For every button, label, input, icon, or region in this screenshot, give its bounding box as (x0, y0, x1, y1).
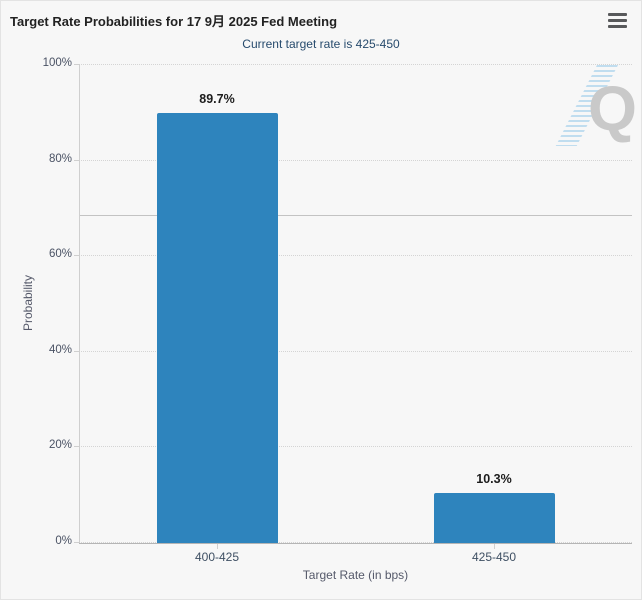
x-axis-tick-label: 400-425 (194, 550, 240, 564)
x-axis-line (79, 543, 632, 544)
y-gridline (79, 160, 632, 161)
y-axis-tick (74, 351, 79, 352)
y-axis-tick-label: 80% (48, 153, 72, 165)
y-axis-tick-label: 60% (48, 248, 72, 260)
x-axis-tick-label: 425-450 (471, 550, 517, 564)
quikstrike-logo-q: Q (588, 74, 638, 144)
y-axis-tick (74, 446, 79, 447)
y-axis-tick (74, 160, 79, 161)
chart-context-menu-button[interactable] (604, 10, 632, 34)
probability-bar[interactable] (434, 493, 555, 543)
bar-data-label: 89.7% (199, 92, 235, 106)
y-axis-tick (74, 255, 79, 256)
y-axis-line (79, 64, 80, 543)
chart-title: Target Rate Probabilities for 17 9月 2025… (10, 14, 338, 29)
y-gridline (79, 351, 632, 352)
bar-data-label: 10.3% (476, 472, 512, 486)
probability-bar[interactable] (157, 113, 278, 543)
plot-line (79, 215, 632, 216)
y-axis-tick-label: 40% (48, 344, 72, 356)
y-gridline (79, 64, 632, 65)
y-axis-tick (74, 542, 79, 543)
y-gridline (79, 255, 632, 256)
x-axis-tick (217, 544, 218, 549)
y-axis-title: Probability (21, 274, 35, 332)
y-gridline (79, 446, 632, 447)
y-axis-tick-label: 0% (55, 535, 72, 547)
hamburger-menu-icon (608, 13, 628, 28)
x-axis-tick (494, 544, 495, 549)
chart-subtitle: Current target rate is 425-450 (242, 37, 400, 51)
y-axis-tick (74, 64, 79, 65)
x-axis-title: Target Rate (in bps) (302, 568, 409, 582)
y-gridline (79, 542, 632, 543)
y-axis-tick-label: 20% (48, 439, 72, 451)
y-axis-tick-label: 100% (42, 57, 72, 69)
